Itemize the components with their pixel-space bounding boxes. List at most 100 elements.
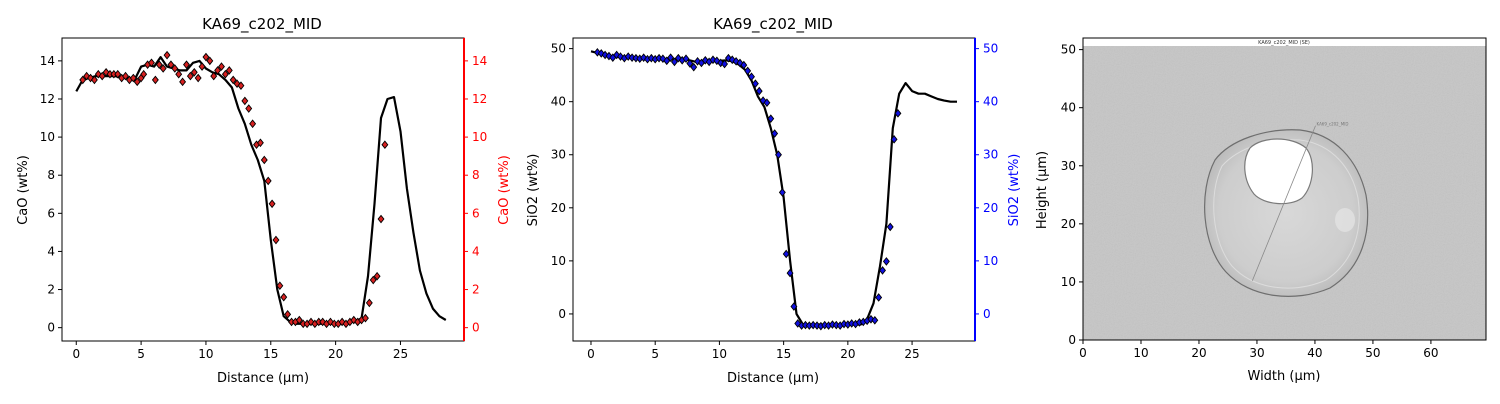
data-point-marker (751, 79, 759, 88)
plot-area (75, 50, 447, 329)
y-tick-label: 50 (1061, 43, 1076, 57)
right-y-tick-label: 6 (472, 206, 480, 220)
data-point-marker (307, 317, 315, 327)
y-tick-label: 8 (47, 168, 55, 182)
axes-frame (61, 37, 465, 342)
data-point-marker (748, 72, 755, 82)
axes-frame (572, 37, 976, 342)
data-point-marker (264, 176, 272, 186)
x-tick-label: 50 (1365, 346, 1380, 360)
transect-label: KA69_c202_MID (1317, 122, 1349, 127)
data-point-marker (771, 129, 779, 138)
data-point-marker (94, 69, 102, 79)
data-point-marker (667, 53, 675, 62)
data-point-marker (79, 75, 87, 85)
data-point-marker (202, 52, 210, 62)
x-tick-label: 20 (1191, 346, 1206, 360)
y-tick-label: 2 (47, 283, 55, 297)
data-point-marker (194, 73, 202, 83)
right-y-tick-label: 40 (983, 95, 998, 109)
data-point-marker (721, 59, 729, 69)
x-tick-label: 0 (587, 347, 595, 361)
data-point-marker (218, 62, 225, 71)
data-point-marker (284, 310, 292, 319)
y-tick-label: 30 (1061, 159, 1076, 173)
data-point-marker (190, 67, 198, 77)
data-point-marker (763, 98, 771, 108)
y-axis-label: SiO2 (wt%) (526, 154, 541, 227)
plot-area (590, 48, 957, 331)
data-point-marker (186, 71, 194, 81)
right-y-tick-label: 10 (472, 130, 487, 144)
y-axis-ticks: 0 2 4 6 8 10 12 14 (40, 54, 62, 335)
right-y-tick-label: 50 (983, 42, 998, 56)
data-point-marker (886, 222, 894, 232)
data-point-marker (373, 271, 381, 281)
data-point-marker (256, 138, 264, 148)
x-tick-label: 5 (651, 347, 659, 361)
y-tick-label: 0 (47, 321, 55, 335)
y-tick-label: 40 (551, 95, 566, 109)
data-point-marker (249, 119, 257, 129)
data-point-marker (767, 114, 775, 123)
data-point-marker (167, 60, 175, 69)
data-point-marker (140, 69, 148, 79)
data-point-marker (198, 62, 206, 71)
data-point-marker (775, 150, 782, 160)
transect-line (1251, 125, 1316, 281)
data-point-marker (744, 66, 752, 76)
inner-rim (1213, 139, 1360, 289)
x-tick-label: 15 (776, 347, 791, 361)
x-axis-label: Distance (µm) (217, 371, 309, 386)
x-tick-label: 60 (1423, 346, 1438, 360)
x-axis-label: Width (µm) (1248, 369, 1321, 384)
x-axis-ticks: 0 5 10 15 20 25 (72, 341, 408, 361)
x-tick-label: 5 (137, 347, 145, 361)
data-point-marker (268, 199, 276, 209)
data-point-marker (122, 71, 129, 81)
data-point-marker (617, 52, 624, 61)
data-point-marker (882, 257, 890, 266)
sio2-profile-panel: KA69_c202_MID 0 5 10 15 20 25 0 10 20 30 40 50 0 10… (526, 15, 1022, 386)
y-axis-label: Height (µm) (1035, 151, 1050, 229)
right-y-axis-label: SiO2 (wt%) (1007, 154, 1022, 227)
data-point-marker (890, 135, 898, 144)
data-point-marker (686, 59, 694, 68)
cao-profile-panel: KA69_c202_MID 0 5 10 15 20 25 0 2 4 6 8 10 12 14 0 2 4… (16, 15, 512, 386)
right-y-tick-label: 8 (472, 168, 480, 182)
y-tick-label: 20 (1061, 217, 1076, 231)
data-point-marker (241, 96, 249, 106)
data-point-marker (671, 57, 678, 67)
data-point-marker (319, 317, 327, 327)
data-point-marker (369, 275, 377, 285)
data-point-marker (114, 69, 122, 79)
x-tick-label: 25 (904, 347, 919, 361)
sem-image-panel: KA69_c202_MID (SE) KA69_c202_MID 0 10 20 30… (1035, 37, 1487, 384)
series-line (75, 55, 447, 325)
axes-frame (1082, 37, 1487, 341)
right-y-tick-label: 14 (472, 54, 487, 68)
right-y-tick-label: 0 (983, 307, 991, 321)
data-point-marker (365, 298, 373, 308)
data-point-marker (597, 49, 605, 58)
x-axis-ticks: 0 5 10 15 20 25 (587, 341, 920, 361)
right-y-tick-label: 4 (472, 244, 480, 258)
data-point-marker (790, 302, 798, 311)
data-point-marker (786, 268, 794, 278)
data-point-marker (879, 266, 886, 275)
data-point-marker (295, 315, 303, 325)
y-tick-label: 10 (1061, 275, 1076, 289)
data-point-marker (682, 54, 690, 64)
y-tick-label: 40 (1061, 101, 1076, 115)
data-point-marker (155, 60, 163, 69)
y-tick-label: 50 (551, 42, 566, 56)
sem-image: KA69_c202_MID (SE) KA69_c202_MID (1083, 38, 1486, 340)
right-y-tick-label: 10 (983, 254, 998, 268)
data-point-marker (229, 75, 237, 85)
data-point-marker (221, 69, 229, 79)
x-tick-label: 10 (198, 347, 213, 361)
data-point-marker (151, 75, 159, 85)
y-tick-label: 0 (558, 307, 566, 321)
